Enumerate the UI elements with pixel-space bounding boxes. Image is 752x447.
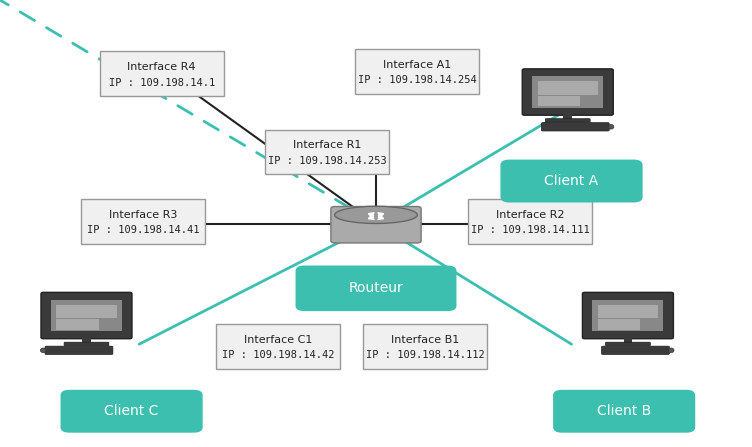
FancyBboxPatch shape — [593, 300, 663, 331]
FancyBboxPatch shape — [538, 96, 580, 106]
FancyBboxPatch shape — [356, 49, 480, 94]
FancyBboxPatch shape — [522, 69, 613, 115]
Text: IP : 109.198.14.41: IP : 109.198.14.41 — [86, 225, 199, 235]
FancyBboxPatch shape — [41, 292, 132, 339]
Text: Interface C1: Interface C1 — [244, 335, 312, 345]
Text: Routeur: Routeur — [349, 281, 403, 295]
Text: Interface R3: Interface R3 — [109, 210, 177, 219]
Ellipse shape — [335, 207, 417, 224]
FancyBboxPatch shape — [501, 160, 642, 202]
FancyBboxPatch shape — [598, 319, 640, 330]
Text: IP : 109.198.14.254: IP : 109.198.14.254 — [358, 76, 477, 85]
FancyBboxPatch shape — [468, 199, 592, 244]
Text: IP : 109.198.14.111: IP : 109.198.14.111 — [471, 225, 590, 235]
FancyBboxPatch shape — [545, 119, 590, 122]
Text: IP : 109.198.14.112: IP : 109.198.14.112 — [365, 350, 484, 360]
FancyBboxPatch shape — [602, 346, 669, 354]
FancyBboxPatch shape — [598, 305, 658, 318]
FancyBboxPatch shape — [82, 337, 91, 343]
Text: Interface B1: Interface B1 — [391, 335, 459, 345]
FancyBboxPatch shape — [532, 76, 603, 108]
Text: Interface R2: Interface R2 — [496, 210, 565, 219]
Ellipse shape — [669, 348, 674, 353]
FancyBboxPatch shape — [81, 199, 205, 244]
Ellipse shape — [41, 348, 46, 353]
FancyBboxPatch shape — [56, 319, 99, 330]
FancyBboxPatch shape — [623, 337, 632, 343]
Text: Client B: Client B — [597, 404, 651, 418]
FancyBboxPatch shape — [51, 300, 122, 331]
Text: Client C: Client C — [105, 404, 159, 418]
Text: Interface R1: Interface R1 — [293, 140, 361, 150]
Text: IP : 109.198.14.42: IP : 109.198.14.42 — [222, 350, 335, 360]
FancyBboxPatch shape — [362, 324, 487, 369]
FancyBboxPatch shape — [60, 390, 202, 433]
FancyBboxPatch shape — [605, 342, 650, 346]
FancyBboxPatch shape — [296, 266, 456, 311]
FancyBboxPatch shape — [541, 122, 609, 131]
FancyBboxPatch shape — [265, 130, 390, 174]
Ellipse shape — [608, 125, 614, 129]
Text: IP : 109.198.14.1: IP : 109.198.14.1 — [108, 78, 215, 88]
FancyBboxPatch shape — [99, 51, 224, 96]
FancyBboxPatch shape — [563, 114, 572, 119]
Text: Interface A1: Interface A1 — [384, 60, 451, 70]
FancyBboxPatch shape — [538, 81, 598, 95]
FancyBboxPatch shape — [217, 324, 340, 369]
Text: IP : 109.198.14.253: IP : 109.198.14.253 — [268, 156, 387, 166]
FancyBboxPatch shape — [56, 305, 117, 318]
FancyBboxPatch shape — [553, 390, 695, 433]
FancyBboxPatch shape — [331, 207, 421, 243]
FancyBboxPatch shape — [45, 346, 113, 354]
Text: Client A: Client A — [544, 174, 599, 188]
Text: Interface R4: Interface R4 — [127, 62, 196, 72]
FancyBboxPatch shape — [582, 292, 673, 339]
FancyBboxPatch shape — [64, 342, 109, 346]
